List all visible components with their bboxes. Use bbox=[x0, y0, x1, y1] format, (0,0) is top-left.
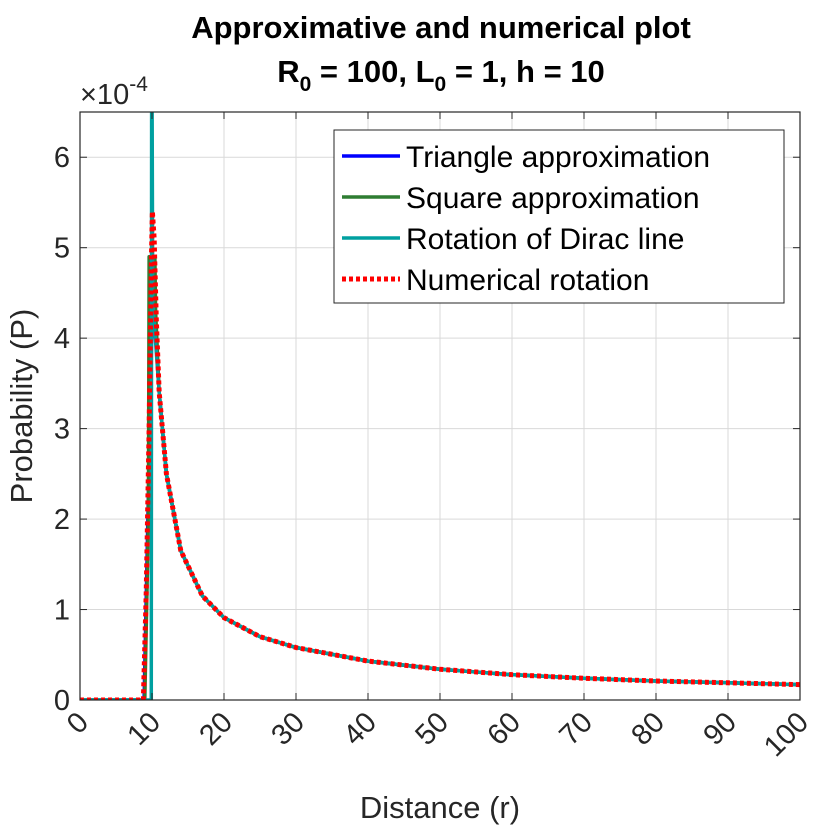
x-tick-label: 60 bbox=[482, 706, 527, 751]
y-tick-label: 2 bbox=[54, 504, 70, 536]
x-tick-label: 90 bbox=[698, 706, 743, 751]
x-tick-label: 80 bbox=[626, 706, 671, 751]
legend-label: Triangle approximation bbox=[406, 141, 710, 174]
x-tick-label: 50 bbox=[410, 706, 455, 751]
y-tick-label: 3 bbox=[54, 414, 70, 446]
x-tick-label: 10 bbox=[122, 706, 167, 751]
series-layer bbox=[80, 112, 800, 700]
legend-label: Square approximation bbox=[406, 182, 700, 215]
legend-label: Rotation of Dirac line bbox=[406, 223, 684, 256]
legend-label: Numerical rotation bbox=[406, 264, 649, 297]
chart-title: Approximative and numerical plot bbox=[191, 10, 691, 45]
x-tick-label: 40 bbox=[338, 706, 383, 751]
y-tick-label: 0 bbox=[54, 685, 70, 717]
y-tick-label: 6 bbox=[54, 142, 70, 174]
x-tick-label: 70 bbox=[554, 706, 599, 751]
chart-subtitle: R0 = 100, L0 = 1, h = 10 bbox=[277, 54, 605, 96]
x-tick-label: 20 bbox=[194, 706, 239, 751]
x-tick-label: 100 bbox=[758, 706, 815, 763]
legend: Triangle approximation Square approximati… bbox=[333, 129, 785, 304]
y-tick-label: 4 bbox=[54, 323, 70, 355]
legend-box bbox=[333, 129, 785, 304]
x-axis-label: Distance (r) bbox=[360, 790, 520, 825]
y-axis-label: Probability (P) bbox=[4, 309, 39, 504]
y-tick-label: 1 bbox=[54, 595, 70, 627]
y-tick-label: 5 bbox=[54, 233, 70, 265]
y-exponent-label: ×10-4 bbox=[80, 73, 148, 111]
series-line-numerical-rotation bbox=[80, 209, 800, 700]
x-tick-label: 30 bbox=[266, 706, 311, 751]
